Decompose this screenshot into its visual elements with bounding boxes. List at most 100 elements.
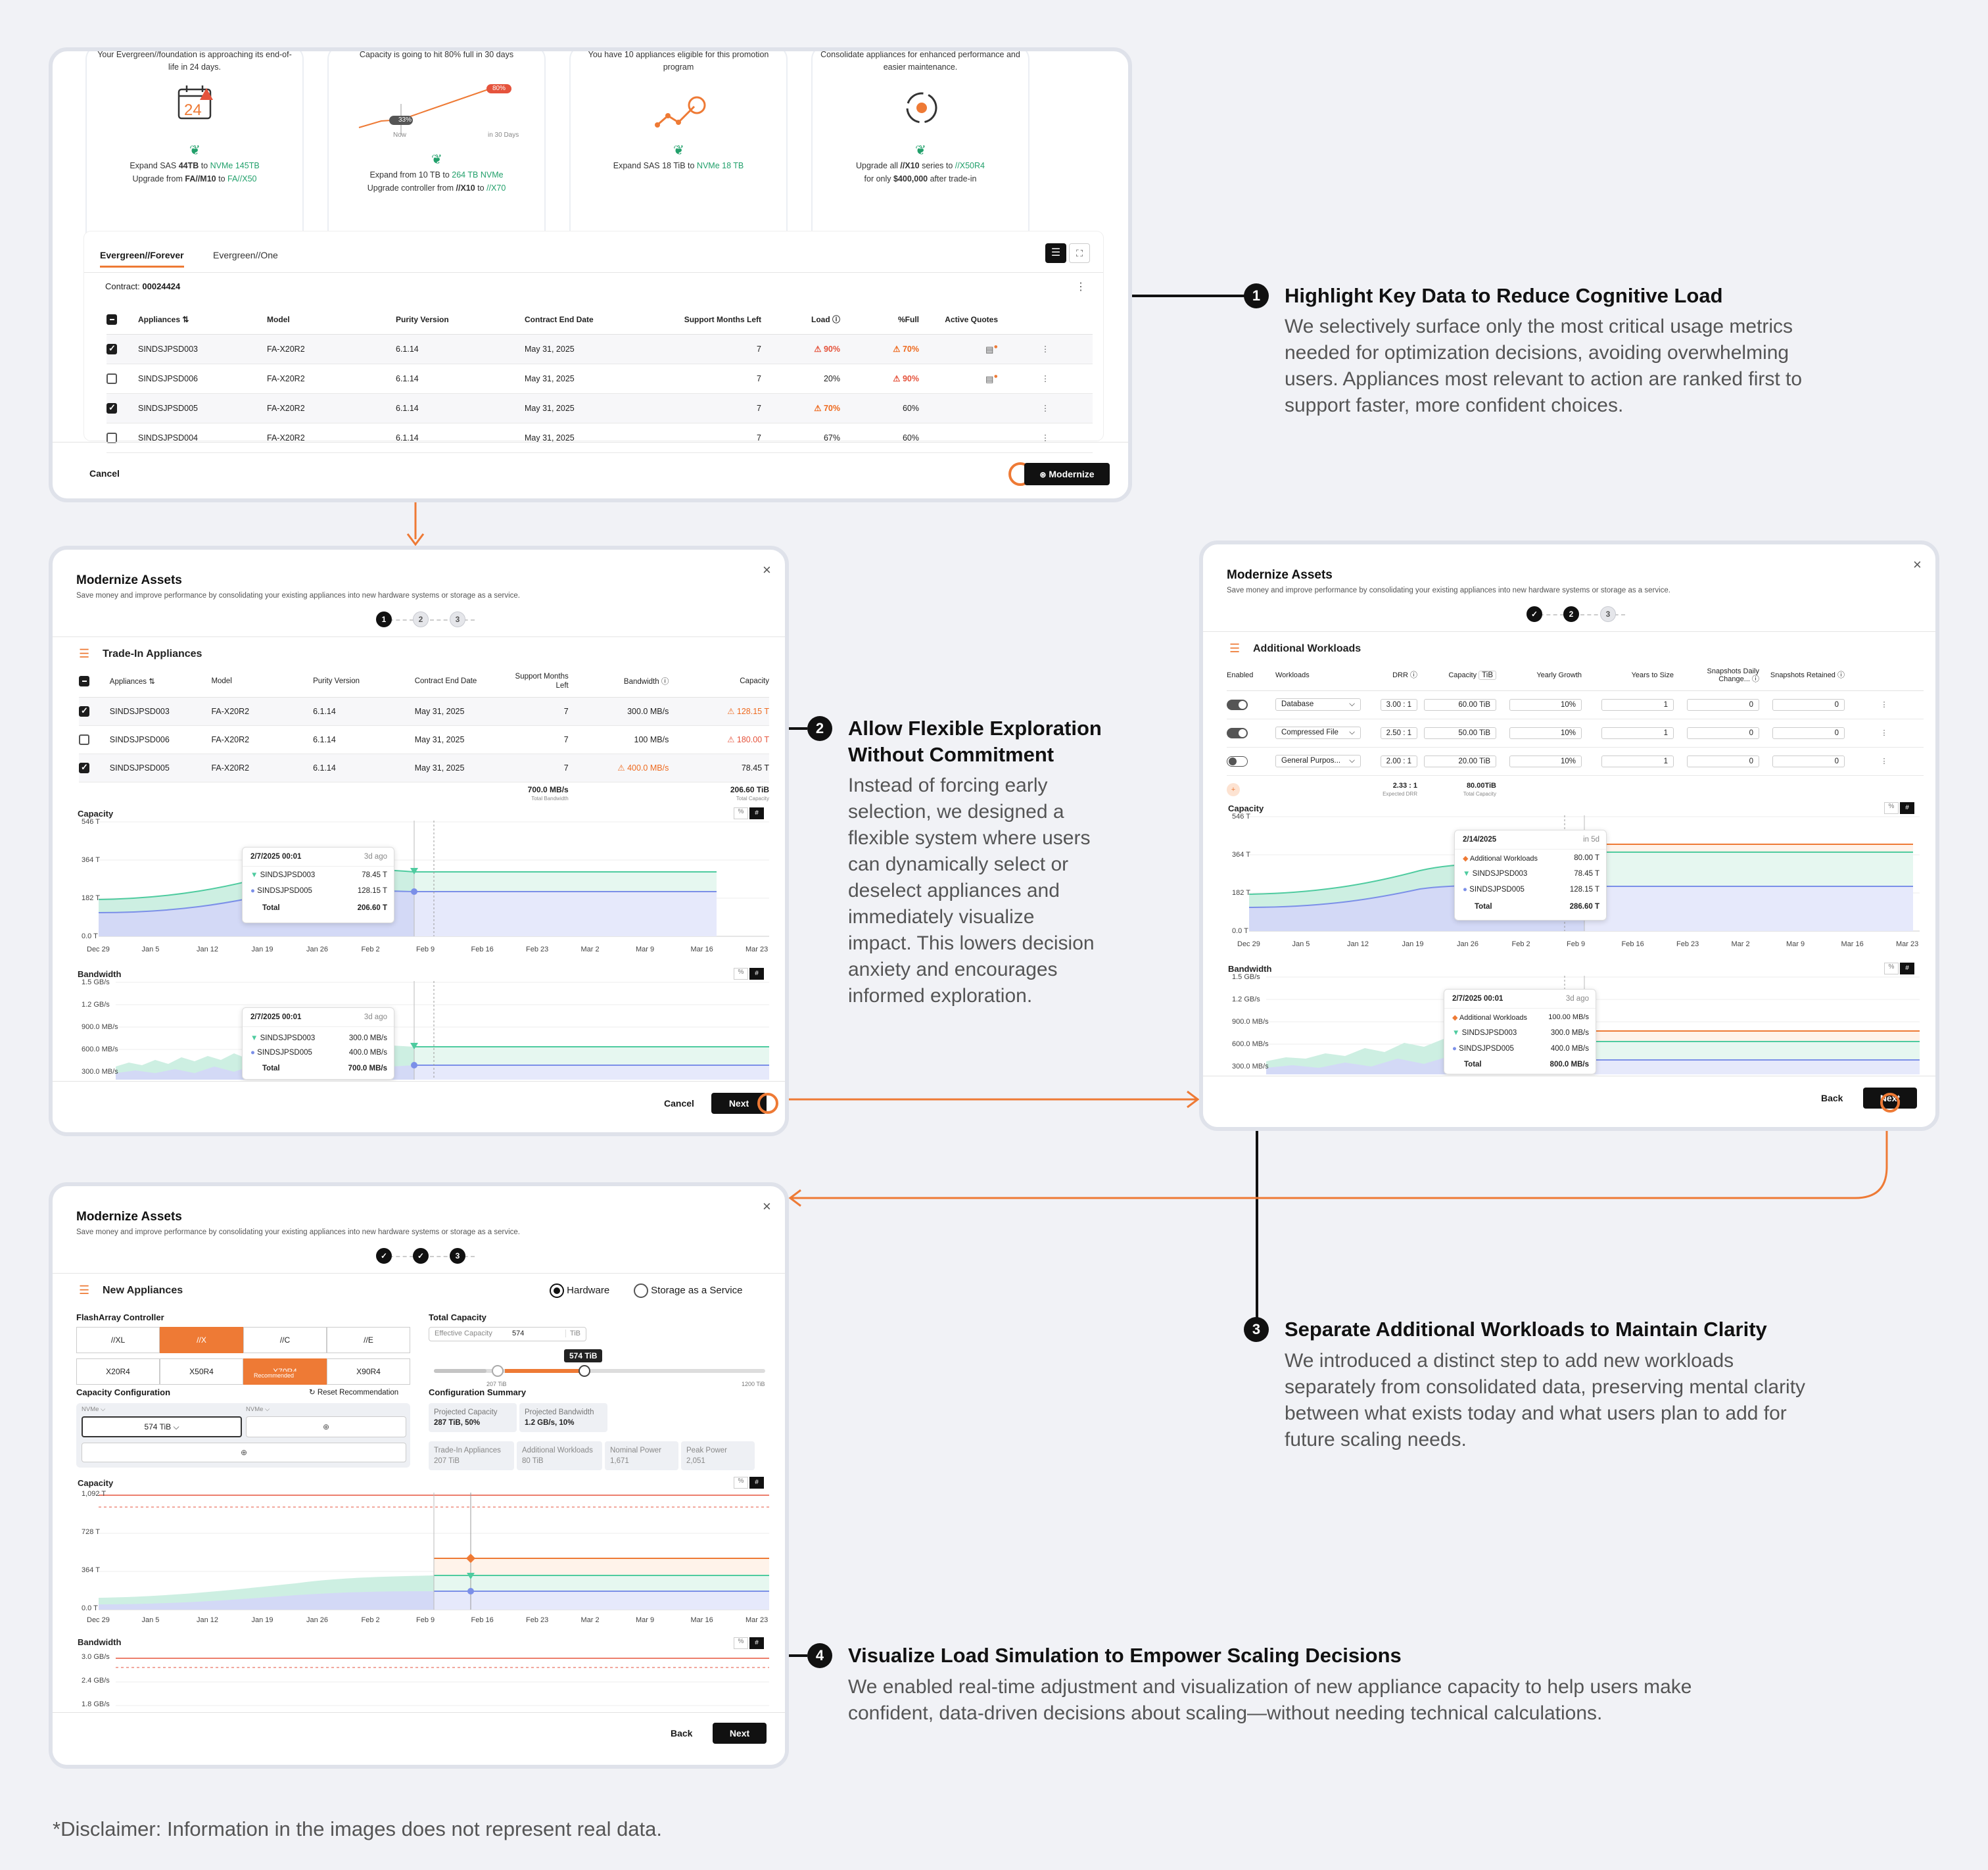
capacity-input[interactable]: 50.00 TiB bbox=[1424, 727, 1496, 739]
tab-evergreen-one[interactable]: Evergreen//One bbox=[213, 250, 278, 260]
radio-hardware[interactable]: Hardware bbox=[550, 1283, 609, 1298]
percent-toggle[interactable]: % bbox=[734, 968, 748, 980]
row-checkbox[interactable] bbox=[106, 343, 117, 354]
close-icon[interactable]: × bbox=[1913, 556, 1922, 573]
percent-toggle[interactable]: % bbox=[734, 807, 748, 819]
drr-input[interactable]: 2.50 : 1 bbox=[1380, 727, 1417, 739]
controller-series-0[interactable]: //XL bbox=[76, 1327, 160, 1353]
table-row[interactable]: Database ⌵ 3.00 : 1 60.00 TiB 10% 1 0 0 ⋮ bbox=[1227, 690, 1924, 719]
more-icon[interactable]: ⋮ bbox=[1076, 281, 1086, 293]
controller-model-0[interactable]: X20R4 bbox=[76, 1358, 160, 1385]
cancel-button[interactable]: Cancel bbox=[89, 468, 120, 479]
snapshot-daily-input[interactable]: 0 bbox=[1687, 755, 1759, 767]
capacity-input[interactable]: 60.00 TiB bbox=[1424, 698, 1496, 711]
snapshot-retained-input[interactable]: 0 bbox=[1772, 698, 1845, 711]
enabled-toggle[interactable] bbox=[1227, 727, 1248, 738]
radio-saas[interactable]: Storage as a Service bbox=[634, 1283, 742, 1298]
percent-toggle[interactable]: % bbox=[1884, 963, 1899, 974]
years-input[interactable]: 1 bbox=[1601, 727, 1674, 739]
snapshot-retained-input[interactable]: 0 bbox=[1772, 727, 1845, 739]
table-row[interactable]: General Purpos... ⌵ 2.00 : 1 20.00 TiB 10% 1 0… bbox=[1227, 747, 1924, 775]
next-button[interactable]: Next bbox=[711, 1093, 767, 1114]
card-promotion[interactable]: You have 10 appliances eligible for this… bbox=[569, 51, 788, 256]
snapshot-retained-input[interactable]: 0 bbox=[1772, 755, 1845, 767]
controller-series-3[interactable]: //E bbox=[327, 1327, 410, 1353]
table-row[interactable]: SINDSJPSD004 FA-X20R2 6.1.14 May 31, 2025 7 6… bbox=[106, 423, 1093, 452]
capacity-select[interactable]: 574 TiB ⌵ bbox=[82, 1416, 242, 1437]
percent-toggle[interactable]: % bbox=[734, 1637, 748, 1649]
row-checkbox[interactable] bbox=[79, 762, 89, 773]
capacity-slider-track[interactable] bbox=[434, 1369, 765, 1373]
drr-input[interactable]: 3.00 : 1 bbox=[1380, 698, 1417, 711]
close-icon[interactable]: × bbox=[763, 1198, 771, 1214]
card-end-of-life[interactable]: Your Evergreen//foundation is approachin… bbox=[85, 51, 304, 256]
col-appliances[interactable]: Appliances ⇅ bbox=[109, 677, 155, 686]
table-row[interactable]: SINDSJPSD005 FA-X20R2 6.1.14 May 31, 2025 7 ⚠… bbox=[106, 393, 1093, 423]
row-menu-icon[interactable]: ⋮ bbox=[1041, 345, 1050, 354]
drr-input[interactable]: 2.00 : 1 bbox=[1380, 755, 1417, 767]
slider-min-handle[interactable] bbox=[492, 1365, 504, 1377]
row-checkbox[interactable] bbox=[79, 706, 89, 717]
select-all-checkbox[interactable] bbox=[106, 314, 117, 325]
row-checkbox[interactable] bbox=[106, 402, 117, 414]
add-workload-icon[interactable]: + bbox=[1227, 783, 1240, 797]
quote-icon[interactable]: ▤● bbox=[985, 372, 998, 384]
row-menu-icon[interactable]: ⋮ bbox=[1041, 433, 1050, 443]
table-row[interactable]: SINDSJPSD006 FA-X20R2 6.1.14 May 31, 2025 7 1… bbox=[79, 725, 769, 754]
cancel-button[interactable]: Cancel bbox=[664, 1098, 694, 1109]
back-button[interactable]: Back bbox=[1821, 1093, 1843, 1103]
absolute-toggle[interactable]: # bbox=[749, 1637, 764, 1649]
snapshot-daily-input[interactable]: 0 bbox=[1687, 698, 1759, 711]
card-consolidate[interactable]: Consolidate appliances for enhanced perf… bbox=[811, 51, 1030, 256]
years-input[interactable]: 1 bbox=[1601, 755, 1674, 767]
growth-input[interactable]: 10% bbox=[1509, 755, 1582, 767]
list-view-icon[interactable]: ☰ bbox=[1045, 243, 1066, 263]
row-checkbox[interactable] bbox=[79, 734, 89, 745]
controller-series-1[interactable]: //X bbox=[160, 1327, 243, 1353]
enabled-toggle[interactable] bbox=[1227, 699, 1248, 710]
growth-input[interactable]: 10% bbox=[1509, 727, 1582, 739]
percent-toggle[interactable]: % bbox=[734, 1477, 748, 1489]
add-row-icon[interactable]: ⊕ bbox=[82, 1443, 406, 1462]
absolute-toggle[interactable]: # bbox=[749, 807, 764, 819]
row-menu-icon[interactable]: ⋮ bbox=[1880, 701, 1888, 709]
table-row[interactable]: SINDSJPSD006 FA-X20R2 6.1.14 May 31, 2025 7 2… bbox=[106, 364, 1093, 393]
workload-select[interactable]: Compressed File ⌵ bbox=[1275, 727, 1361, 739]
close-icon[interactable]: × bbox=[763, 562, 771, 578]
absolute-toggle[interactable]: # bbox=[749, 968, 764, 980]
row-menu-icon[interactable]: ⋮ bbox=[1880, 757, 1888, 765]
absolute-toggle[interactable]: # bbox=[1900, 802, 1914, 814]
table-row[interactable]: Compressed File ⌵ 2.50 : 1 50.00 TiB 10% 1 0 0 ⋮ bbox=[1227, 719, 1924, 747]
slider-handle[interactable] bbox=[579, 1365, 590, 1377]
select-all-checkbox[interactable] bbox=[79, 675, 89, 686]
quote-icon[interactable]: ▤● bbox=[985, 343, 998, 354]
capacity-unit-select[interactable]: TiB bbox=[1479, 670, 1496, 680]
row-checkbox[interactable] bbox=[106, 373, 117, 384]
chart-view-icon[interactable]: ⛶ bbox=[1069, 243, 1090, 263]
table-row[interactable]: SINDSJPSD003 FA-X20R2 6.1.14 May 31, 2025 7 3… bbox=[79, 697, 769, 725]
controller-series-2[interactable]: //C bbox=[243, 1327, 327, 1353]
enabled-toggle[interactable] bbox=[1227, 755, 1248, 767]
back-button[interactable]: Back bbox=[671, 1728, 693, 1738]
reset-recommendation-link[interactable]: ↻ Reset Recommendation bbox=[309, 1389, 399, 1397]
row-menu-icon[interactable]: ⋮ bbox=[1041, 404, 1050, 413]
percent-toggle[interactable]: % bbox=[1884, 802, 1899, 814]
table-row[interactable]: SINDSJPSD005 FA-X20R2 6.1.14 May 31, 2025 7 ⚠… bbox=[79, 754, 769, 782]
modernize-button[interactable]: ⊛ Modernize bbox=[1024, 463, 1110, 485]
workload-select[interactable]: General Purpos... ⌵ bbox=[1275, 755, 1361, 767]
table-row[interactable]: SINDSJPSD003 FA-X20R2 6.1.14 May 31, 2025 7 ⚠… bbox=[106, 334, 1093, 364]
col-appliances[interactable]: Appliances ⇅ bbox=[138, 314, 189, 324]
years-input[interactable]: 1 bbox=[1601, 698, 1674, 711]
snapshot-daily-input[interactable]: 0 bbox=[1687, 727, 1759, 739]
add-capacity-slot[interactable]: ⊕ bbox=[246, 1416, 406, 1437]
absolute-toggle[interactable]: # bbox=[749, 1477, 764, 1489]
row-menu-icon[interactable]: ⋮ bbox=[1880, 729, 1888, 737]
capacity-input[interactable]: 20.00 TiB bbox=[1424, 755, 1496, 767]
effective-capacity-input[interactable]: Effective Capacity 574 TiB bbox=[429, 1327, 586, 1341]
growth-input[interactable]: 10% bbox=[1509, 698, 1582, 711]
controller-model-3[interactable]: X90R4 bbox=[327, 1358, 410, 1385]
next-button[interactable]: Next bbox=[713, 1723, 767, 1744]
card-capacity-80[interactable]: Capacity is going to hit 80% full in 30 … bbox=[327, 51, 546, 256]
workload-select[interactable]: Database ⌵ bbox=[1275, 698, 1361, 711]
row-menu-icon[interactable]: ⋮ bbox=[1041, 374, 1050, 383]
